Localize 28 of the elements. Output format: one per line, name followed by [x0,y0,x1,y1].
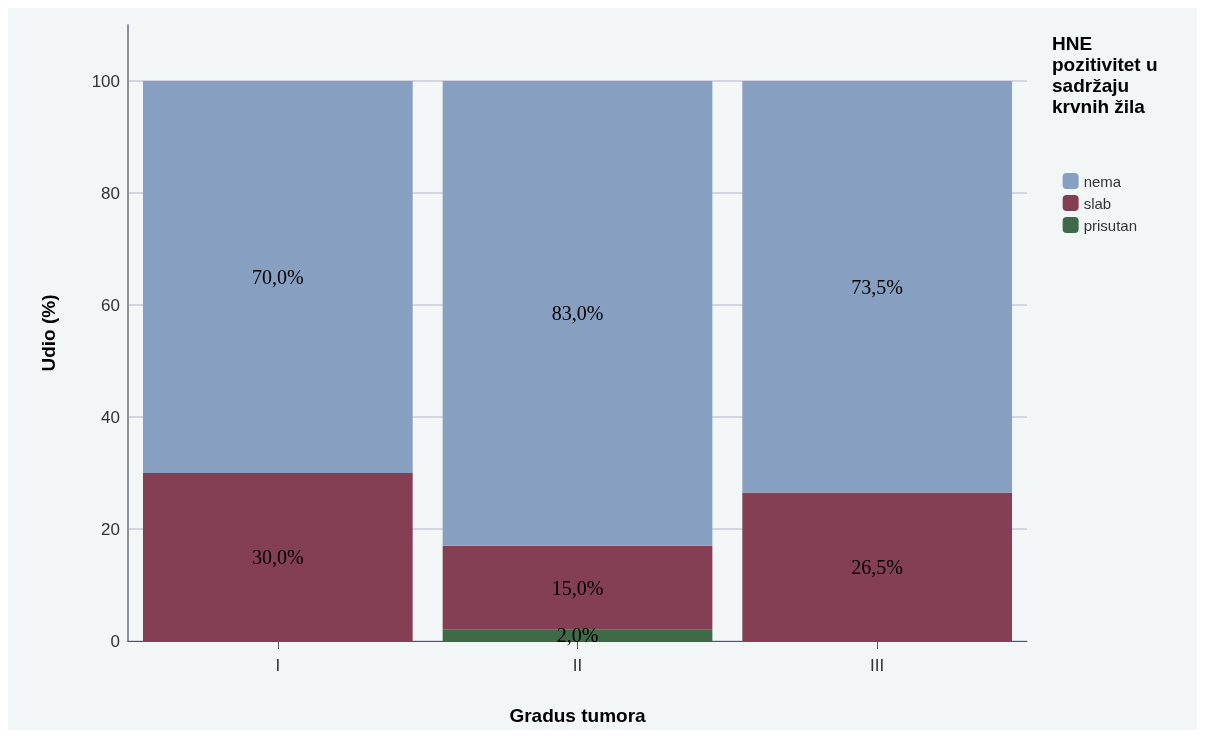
x-axis-title: Gradus tumora [509,705,647,726]
data-label: 73,5% [851,275,903,298]
y-axis-title: Udio (%) [38,294,59,372]
bar [742,81,1013,493]
legend-title: HNE pozitivitet u sadržaju krvnih žila [1052,33,1163,117]
legend-label: prisutan [1083,216,1138,234]
data-label: 2,0% [556,624,599,647]
data-label: 83,0% [551,302,604,325]
legend-label: slab [1083,194,1112,212]
y-tick-label: 40 [101,407,120,427]
y-tick-label: 60 [101,295,120,315]
bar [142,473,413,641]
bar [142,81,413,473]
y-tick-label: 0 [110,631,120,651]
x-tick-label: I [275,656,281,675]
data-label: 30,0% [252,546,304,568]
data-label: 15,0% [551,576,604,599]
data-label: 26,5% [851,555,903,578]
y-tick-label: 100 [91,71,120,91]
bar [442,545,713,630]
x-tick-label: II [572,656,583,675]
x-tick-label: III [870,656,885,675]
legend-label: nema [1083,172,1122,190]
bar [442,81,713,546]
bar [742,492,1013,641]
y-tick-label: 20 [101,519,120,539]
data-label: 70,0% [252,266,304,288]
y-tick-label: 80 [101,183,120,203]
